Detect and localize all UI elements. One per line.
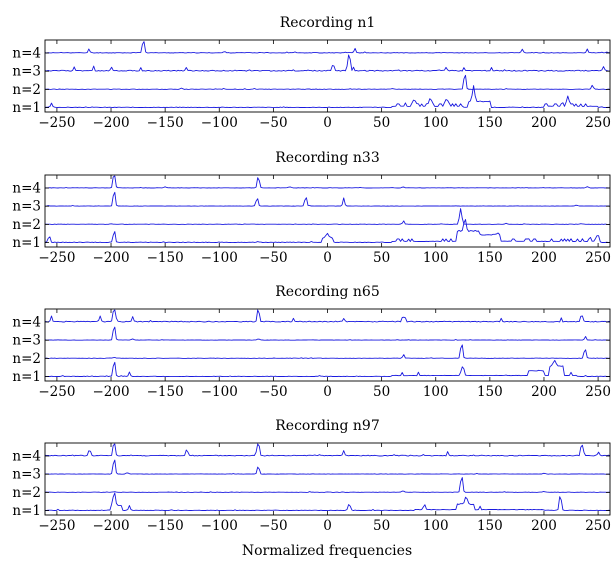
series-line — [44, 492, 610, 512]
x-axis-label: Normalized frequencies — [242, 543, 412, 559]
x-tick-label: −200 — [92, 115, 129, 131]
x-tick-label: 100 — [423, 384, 449, 400]
row-label: n=2 — [12, 485, 41, 501]
series-line — [44, 344, 611, 359]
row-label: n=1 — [12, 369, 41, 385]
row-label: n=3 — [12, 64, 41, 80]
axes-frame — [44, 442, 611, 516]
panel-title: Recording n97 — [275, 418, 380, 434]
row-label: n=3 — [12, 199, 41, 215]
x-tick-label: −50 — [259, 384, 288, 400]
row-label: n=4 — [12, 181, 41, 197]
x-tick-label: 0 — [323, 115, 332, 131]
x-tick-label: 150 — [477, 518, 503, 534]
series-line — [44, 54, 611, 72]
x-tick-label: 100 — [423, 518, 449, 534]
x-tick-label: 250 — [585, 518, 611, 534]
panels: Recording n1n=4n=3n=2n=1−250 −200 −150 −100… — [12, 15, 611, 534]
chart-panel: Recording n1 n=4 n=3 n=2 n=1−250 −200 −150 −100… — [12, 15, 611, 131]
x-tick-label: 200 — [531, 384, 557, 400]
series-line — [44, 326, 611, 341]
row-label: n=2 — [12, 217, 41, 233]
x-tick-label: 250 — [585, 115, 611, 131]
series-line — [44, 41, 611, 54]
x-tick-label: 150 — [477, 384, 503, 400]
row-label: n=2 — [12, 351, 41, 367]
x-tick-label: −100 — [201, 115, 238, 131]
x-tick-label: −250 — [38, 518, 75, 534]
x-tick-label: 0 — [323, 518, 332, 534]
series-line — [44, 191, 611, 207]
x-tick-label: 100 — [423, 115, 449, 131]
x-tick-label: −200 — [92, 518, 129, 534]
row-label: n=4 — [12, 46, 41, 62]
x-tick-label: −150 — [147, 250, 184, 266]
axes-frame — [44, 174, 611, 248]
x-tick-label: −100 — [201, 518, 238, 534]
chart-panel: Recording n97 n=4 n=3 n=2 n=1−250 −200 −150 −10… — [12, 418, 611, 534]
x-tick-label: 200 — [531, 518, 557, 534]
x-tick-label: 150 — [477, 250, 503, 266]
x-tick-label: −200 — [92, 250, 129, 266]
axes-frame — [44, 308, 611, 382]
axes-frame — [44, 39, 611, 113]
x-tick-label: −100 — [201, 384, 238, 400]
row-label: n=1 — [12, 503, 41, 519]
x-tick-label: −200 — [92, 384, 129, 400]
x-tick-label: −150 — [147, 115, 184, 131]
series-line — [44, 359, 611, 378]
row-label: n=1 — [12, 100, 41, 116]
x-tick-label: 0 — [323, 250, 332, 266]
x-tick-label: −250 — [38, 250, 75, 266]
x-tick-label: −150 — [147, 518, 184, 534]
x-tick-label: −50 — [259, 115, 288, 131]
x-tick-label: 250 — [585, 250, 611, 266]
x-tick-label: −250 — [38, 384, 75, 400]
x-tick-label: −150 — [147, 384, 184, 400]
row-label: n=3 — [12, 467, 41, 483]
x-tick-label: 200 — [531, 115, 557, 131]
x-tick-label: 50 — [373, 250, 390, 266]
row-label: n=4 — [12, 315, 41, 331]
x-tick-label: 150 — [477, 115, 503, 131]
x-tick-label: 200 — [531, 250, 557, 266]
x-tick-label: −250 — [38, 115, 75, 131]
x-tick-label: −50 — [259, 250, 288, 266]
series-line — [45, 459, 611, 475]
row-label: n=1 — [12, 235, 41, 251]
series-line — [45, 74, 611, 90]
chart-panel: Recording n65 n=4 n=3 n=2 n=1−250 −200 −150 −10… — [12, 284, 611, 400]
x-tick-label: 50 — [373, 518, 390, 534]
x-tick-label: 100 — [423, 250, 449, 266]
x-tick-label: 0 — [323, 384, 332, 400]
series-line — [44, 85, 610, 109]
series-line — [44, 443, 611, 457]
row-label: n=3 — [12, 333, 41, 349]
series-line — [45, 175, 610, 189]
x-tick-label: −100 — [201, 250, 238, 266]
x-tick-label: 50 — [373, 384, 390, 400]
x-tick-label: 50 — [373, 115, 390, 131]
panel-title: Recording n33 — [275, 150, 380, 166]
panel-title: Recording n65 — [275, 284, 380, 300]
chart-panel: Recording n33 n=4 n=3 n=2 n=1−250 −200 −150 −10… — [12, 150, 611, 266]
x-tick-label: −50 — [259, 518, 288, 534]
series-line — [44, 208, 611, 225]
series-line — [44, 477, 610, 493]
series-line — [44, 309, 611, 323]
row-label: n=2 — [12, 82, 41, 98]
panel-title: Recording n1 — [280, 15, 376, 31]
row-label: n=4 — [12, 449, 41, 465]
x-tick-label: 250 — [585, 384, 611, 400]
series-line — [44, 219, 611, 244]
